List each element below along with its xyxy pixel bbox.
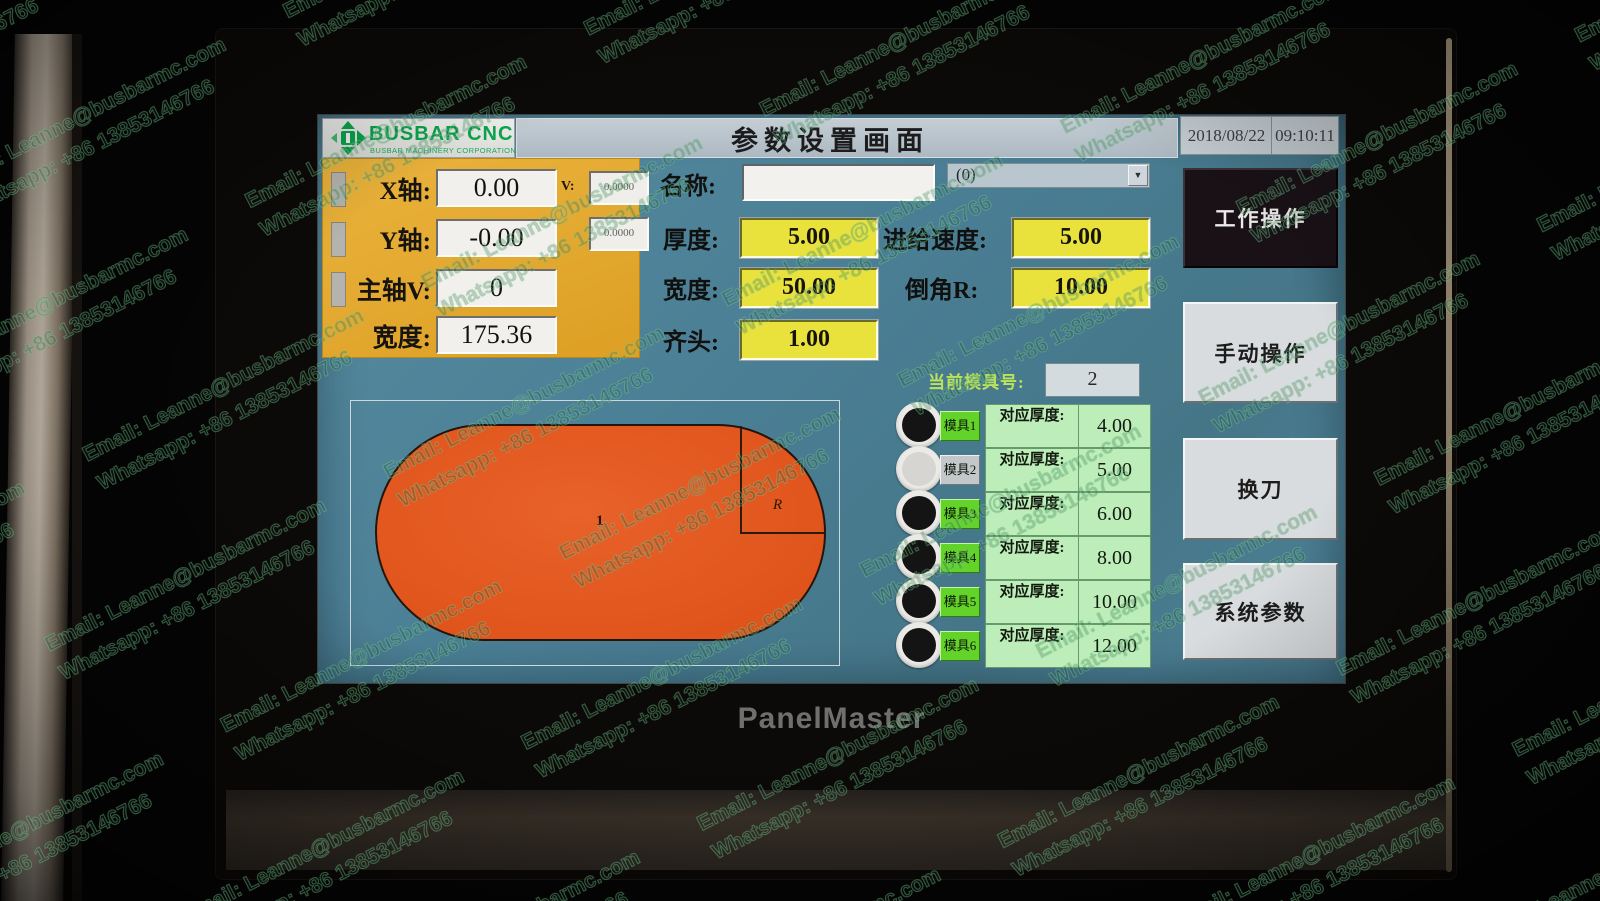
axis-label: 主轴V: <box>356 278 431 305</box>
logo-title: BUSBAR CNC <box>369 123 514 145</box>
thickness-label: 厚度: <box>663 228 719 254</box>
time-display: 09:10:11 <box>1271 116 1339 155</box>
busbar-logo-icon <box>331 121 366 155</box>
lamp-core <box>902 628 936 662</box>
mold-row-6: 模具6 对应厚度: 12.00 <box>888 622 1151 668</box>
mold-thickness-label: 对应厚度: <box>985 404 1079 448</box>
feed-rate-input[interactable]: 5.00 <box>1011 217 1151 259</box>
mold-thickness-label: 对应厚度: <box>985 536 1079 580</box>
mold-row-3: 模具3 对应厚度: 6.00 <box>888 490 1151 536</box>
mold-row-4: 模具4 对应厚度: 8.00 <box>888 534 1151 580</box>
wall-edge-strip <box>1 34 77 901</box>
radius-annotation-line <box>740 426 742 532</box>
mold-indicator-lamp[interactable] <box>896 490 942 536</box>
hmi-screen: BUSBAR CNC BUSBAR MACHINERY CORPORATION … <box>317 114 1346 684</box>
name-input[interactable] <box>742 164 935 201</box>
logo-box: BUSBAR CNC BUSBAR MACHINERY CORPORATION <box>322 118 517 158</box>
mold-indicator-lamp[interactable] <box>896 402 942 448</box>
mold-thickness-value[interactable]: 5.00 <box>1078 448 1151 492</box>
mold-indicator-lamp[interactable] <box>896 622 942 668</box>
width-label: 宽度: <box>663 278 719 304</box>
v-speed-label: V: <box>561 179 575 194</box>
v-speed-display-2: 0.0000 <box>589 217 649 251</box>
lamp-core <box>902 496 936 530</box>
mold-select-button[interactable]: 模具5 <box>940 587 980 617</box>
mold-thickness-value[interactable]: 6.00 <box>1078 492 1151 536</box>
part-number-label: 1 <box>596 513 604 529</box>
current-mold-value: 2 <box>1045 363 1140 397</box>
name-label: 名称: <box>660 174 716 200</box>
chevron-down-icon[interactable]: ▼ <box>1128 165 1148 186</box>
mold-thickness-value[interactable]: 10.00 <box>1078 580 1151 624</box>
mold-thickness-label: 对应厚度: <box>985 448 1079 492</box>
manual-operation-button[interactable]: 手动操作 <box>1183 302 1338 403</box>
axis-value-display: 175.36 <box>436 316 557 354</box>
axis-label: Y轴: <box>379 228 431 255</box>
title-bar: 参数设置画面 <box>516 118 1178 158</box>
axis-value-display: 0 <box>436 269 557 307</box>
mold-thickness-label: 对应厚度: <box>985 492 1079 536</box>
width-input[interactable]: 50.00 <box>739 267 879 309</box>
preset-dropdown[interactable]: (0) ▼ <box>947 163 1150 188</box>
mold-row-5: 模具5 对应厚度: 10.00 <box>888 578 1151 624</box>
bezel-right-highlight <box>1446 38 1452 872</box>
mold-indicator-lamp[interactable] <box>896 446 942 492</box>
thickness-input[interactable]: 5.00 <box>739 217 879 259</box>
lamp-core <box>902 540 936 574</box>
current-mold-label: 当前模具号: <box>928 373 1025 392</box>
axis-row-spindle: 主轴V: 0 <box>323 269 639 309</box>
align-input[interactable]: 1.00 <box>739 319 879 361</box>
mold-select-button[interactable]: 模具4 <box>940 543 980 573</box>
page-title: 参数设置画面 <box>731 125 929 156</box>
axis-label: 宽度: <box>372 325 431 352</box>
tool-change-button[interactable]: 换刀 <box>1183 438 1338 540</box>
mold-select-button[interactable]: 模具2 <box>940 455 980 485</box>
system-parameters-button[interactable]: 系统参数 <box>1183 563 1338 660</box>
axis-status-panel: X轴: 0.00 Y轴: -0.00 主轴V: 0 宽度: 175.36 V: … <box>322 158 649 358</box>
mold-thickness-label: 对应厚度: <box>985 580 1079 624</box>
mold-indicator-lamp[interactable] <box>896 534 942 580</box>
chamfer-r-input[interactable]: 10.00 <box>1011 267 1151 309</box>
axis-row-width: 宽度: 175.36 <box>323 316 639 356</box>
date-display: 2018/08/22 <box>1180 116 1273 155</box>
axis-label: X轴: <box>379 178 431 205</box>
chamfer-r-label: 倒角R: <box>905 278 979 304</box>
mold-select-button[interactable]: 模具6 <box>940 631 980 661</box>
lamp-core <box>902 584 936 618</box>
bezel-bottom-highlight <box>226 790 1446 870</box>
mold-thickness-value[interactable]: 4.00 <box>1078 404 1151 448</box>
radius-label: R <box>773 497 783 513</box>
mold-row-1: 模具1 对应厚度: 4.00 <box>888 402 1151 448</box>
panelmaster-brand: PanelMaster <box>737 702 926 735</box>
feed-rate-label: 进给速度: <box>883 228 987 254</box>
preset-dropdown-value: (0) <box>956 165 976 184</box>
mold-thickness-label: 对应厚度: <box>985 624 1079 668</box>
lamp-core <box>902 452 936 486</box>
lamp-core <box>902 408 936 442</box>
mold-thickness-value[interactable]: 12.00 <box>1078 624 1151 668</box>
mold-indicator-lamp[interactable] <box>896 578 942 624</box>
axis-value-display: 0.00 <box>436 169 557 207</box>
mold-select-button[interactable]: 模具1 <box>940 411 980 441</box>
axis-value-display: -0.00 <box>436 219 557 257</box>
radius-annotation-line <box>740 532 826 534</box>
logo-subtitle: BUSBAR MACHINERY CORPORATION <box>370 146 517 155</box>
mold-thickness-value[interactable]: 8.00 <box>1078 536 1151 580</box>
wall-edge-shadow <box>72 34 82 901</box>
mold-row-2: 模具2 对应厚度: 5.00 <box>888 446 1151 492</box>
mold-select-button[interactable]: 模具3 <box>940 499 980 529</box>
v-speed-display-1: 0.0000 <box>589 171 649 205</box>
align-label: 齐头: <box>663 330 719 356</box>
work-operation-button[interactable]: 工作操作 <box>1183 168 1338 268</box>
